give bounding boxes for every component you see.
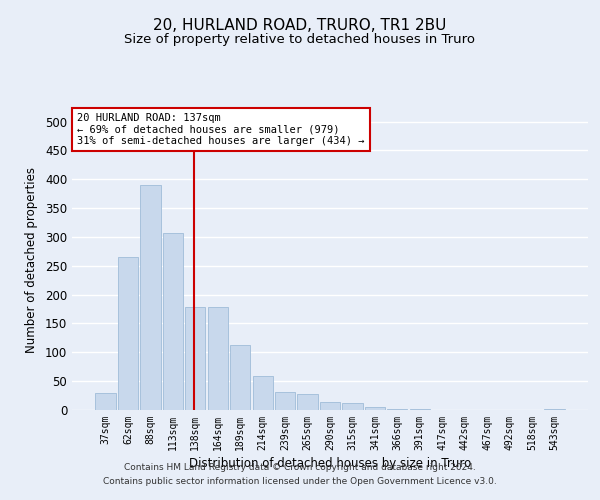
Bar xyxy=(365,406,385,410)
Bar xyxy=(320,402,340,410)
Bar xyxy=(343,402,362,410)
Text: Contains public sector information licensed under the Open Government Licence v3: Contains public sector information licen… xyxy=(103,477,497,486)
Bar xyxy=(230,345,250,410)
Text: Contains HM Land Registry data © Crown copyright and database right 2024.: Contains HM Land Registry data © Crown c… xyxy=(124,464,476,472)
Bar xyxy=(275,392,295,410)
Bar xyxy=(544,409,565,410)
Bar xyxy=(208,308,228,410)
Bar xyxy=(163,233,183,410)
Text: Size of property relative to detached houses in Truro: Size of property relative to detached ho… xyxy=(125,32,476,46)
X-axis label: Distribution of detached houses by size in Truro: Distribution of detached houses by size … xyxy=(189,457,471,470)
Bar xyxy=(298,394,317,410)
Bar xyxy=(118,257,138,410)
Bar xyxy=(185,308,205,410)
Bar xyxy=(140,185,161,410)
Y-axis label: Number of detached properties: Number of detached properties xyxy=(25,167,38,353)
Text: 20, HURLAND ROAD, TRURO, TR1 2BU: 20, HURLAND ROAD, TRURO, TR1 2BU xyxy=(154,18,446,32)
Text: 20 HURLAND ROAD: 137sqm
← 69% of detached houses are smaller (979)
31% of semi-d: 20 HURLAND ROAD: 137sqm ← 69% of detache… xyxy=(77,113,365,146)
Bar xyxy=(95,392,116,410)
Bar xyxy=(253,376,273,410)
